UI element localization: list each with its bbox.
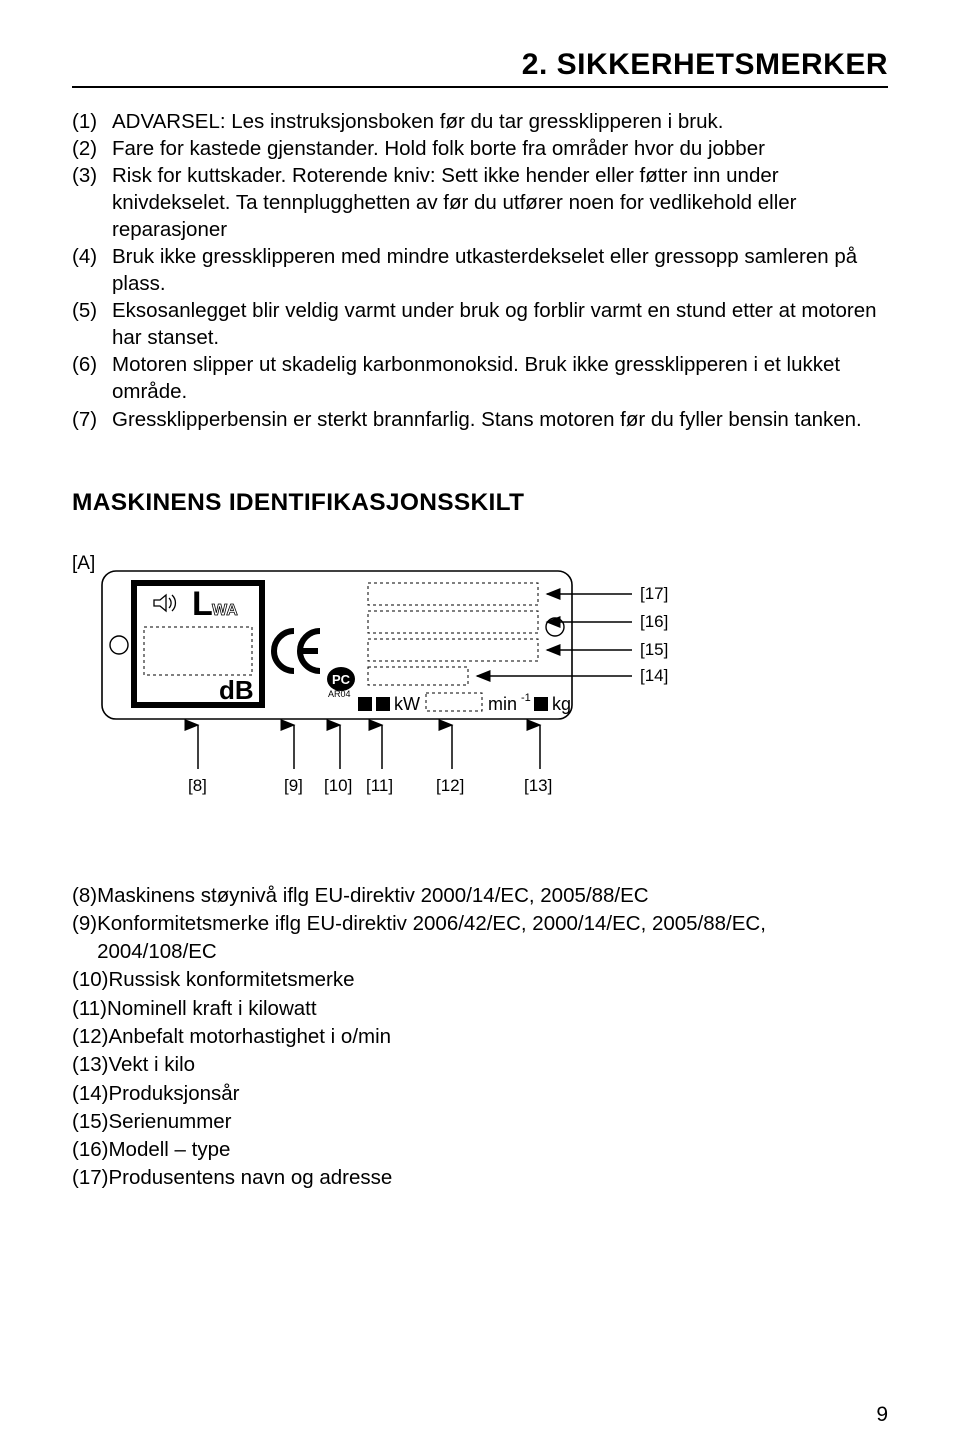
list-num: (7) [72, 406, 112, 433]
svg-text:[16]: [16] [640, 612, 668, 631]
svg-text:min: min [488, 694, 517, 714]
list-num: (16) [72, 1136, 108, 1164]
svg-text:[17]: [17] [640, 584, 668, 603]
list-text: Produksjonsår [108, 1080, 888, 1108]
list-item: (5)Eksosanlegget blir veldig varmt under… [72, 297, 888, 351]
list-item: (7)Gressklipperbensin er sterkt brannfar… [72, 406, 888, 433]
list-text: Produsentens navn og adresse [108, 1164, 888, 1192]
svg-text:[15]: [15] [640, 640, 668, 659]
svg-text:[A]: [A] [72, 553, 95, 574]
svg-text:[11]: [11] [366, 776, 393, 795]
svg-text:[8]: [8] [188, 776, 207, 795]
list-num: (15) [72, 1108, 108, 1136]
list-item: (6)Motoren slipper ut skadelig karbonmon… [72, 351, 888, 405]
list-text: Anbefalt motorhastighet i o/min [108, 1023, 888, 1051]
list-text: Serienummer [108, 1108, 888, 1136]
list-text: Vekt i kilo [108, 1051, 888, 1079]
id-plate-legend: (8) Maskinens støynivå iflg EU-direktiv … [72, 882, 888, 1193]
list-text: Bruk ikke gressklipperen med mindre utka… [112, 243, 888, 297]
list-num: (2) [72, 135, 112, 162]
list-text: ADVARSEL: Les instruksjonsboken før du t… [112, 108, 888, 135]
list-text: Eksosanlegget blir veldig varmt under br… [112, 297, 888, 351]
list-num: (17) [72, 1164, 108, 1192]
list-item: (9) Konformitetsmerke iflg EU-direktiv 2… [72, 910, 888, 967]
list-item: (15) Serienummer [72, 1108, 888, 1136]
list-num: (9) [72, 910, 97, 967]
list-item: (8) Maskinens støynivå iflg EU-direktiv … [72, 882, 888, 910]
list-text: Fare for kastede gjenstander. Hold folk … [112, 135, 888, 162]
list-item: (11) Nominell kraft i kilowatt [72, 995, 888, 1023]
svg-text:dB: dB [219, 675, 254, 705]
list-text: Maskinens støynivå iflg EU-direktiv 2000… [97, 882, 888, 910]
list-item: (2)Fare for kastede gjenstander. Hold fo… [72, 135, 888, 162]
svg-text:[9]: [9] [284, 776, 303, 795]
svg-text:WA: WA [212, 602, 238, 619]
list-item: (10) Russisk konformitetsmerke [72, 966, 888, 994]
list-item: (13) Vekt i kilo [72, 1051, 888, 1079]
section-title: MASKINENS IDENTIFIKASJONSSKILT [72, 489, 888, 517]
svg-text:L: L [192, 585, 213, 623]
safety-list: (1)ADVARSEL: Les instruksjonsboken før d… [72, 108, 888, 433]
list-num: (6) [72, 351, 112, 405]
list-item: (12) Anbefalt motorhastighet i o/min [72, 1023, 888, 1051]
list-item: (16) Modell – type [72, 1136, 888, 1164]
list-num: (13) [72, 1051, 108, 1079]
list-num: (1) [72, 108, 112, 135]
list-text: Konformitetsmerke iflg EU-direktiv 2006/… [97, 910, 888, 967]
svg-text:[12]: [12] [436, 776, 464, 795]
id-plate-diagram: L WA dB PC AR04 kW min -1 kg [17] [16] [… [72, 549, 888, 834]
svg-text:kW: kW [394, 694, 420, 714]
list-text: Russisk konformitetsmerke [108, 966, 888, 994]
svg-text:PC: PC [332, 672, 351, 687]
page-title: 2. SIKKERHETSMERKER [72, 48, 888, 82]
list-item: (3)Risk for kuttskader. Roterende kniv: … [72, 162, 888, 243]
list-num: (14) [72, 1080, 108, 1108]
list-num: (10) [72, 966, 108, 994]
list-text: Motoren slipper ut skadelig karbonmonoks… [112, 351, 888, 405]
list-num: (11) [72, 995, 107, 1023]
list-item: (1)ADVARSEL: Les instruksjonsboken før d… [72, 108, 888, 135]
list-num: (3) [72, 162, 112, 243]
list-num: (4) [72, 243, 112, 297]
svg-text:-1: -1 [521, 692, 531, 704]
list-text: Risk for kuttskader. Roterende kniv: Set… [112, 162, 888, 243]
svg-text:kg: kg [552, 694, 571, 714]
list-item: (17) Produsentens navn og adresse [72, 1164, 888, 1192]
list-num: (12) [72, 1023, 108, 1051]
list-text: Nominell kraft i kilowatt [107, 995, 888, 1023]
svg-text:[14]: [14] [640, 666, 668, 685]
svg-text:[10]: [10] [324, 776, 352, 795]
svg-text:AR04: AR04 [328, 689, 351, 699]
list-num: (5) [72, 297, 112, 351]
list-item: (4)Bruk ikke gressklipperen med mindre u… [72, 243, 888, 297]
list-item: (14) Produksjonsår [72, 1080, 888, 1108]
list-text: Modell – type [108, 1136, 888, 1164]
page-number: 9 [876, 1403, 888, 1427]
list-text: Gressklipperbensin er sterkt brannfarlig… [112, 406, 888, 433]
list-num: (8) [72, 882, 97, 910]
svg-text:[13]: [13] [524, 776, 552, 795]
divider [72, 86, 888, 88]
